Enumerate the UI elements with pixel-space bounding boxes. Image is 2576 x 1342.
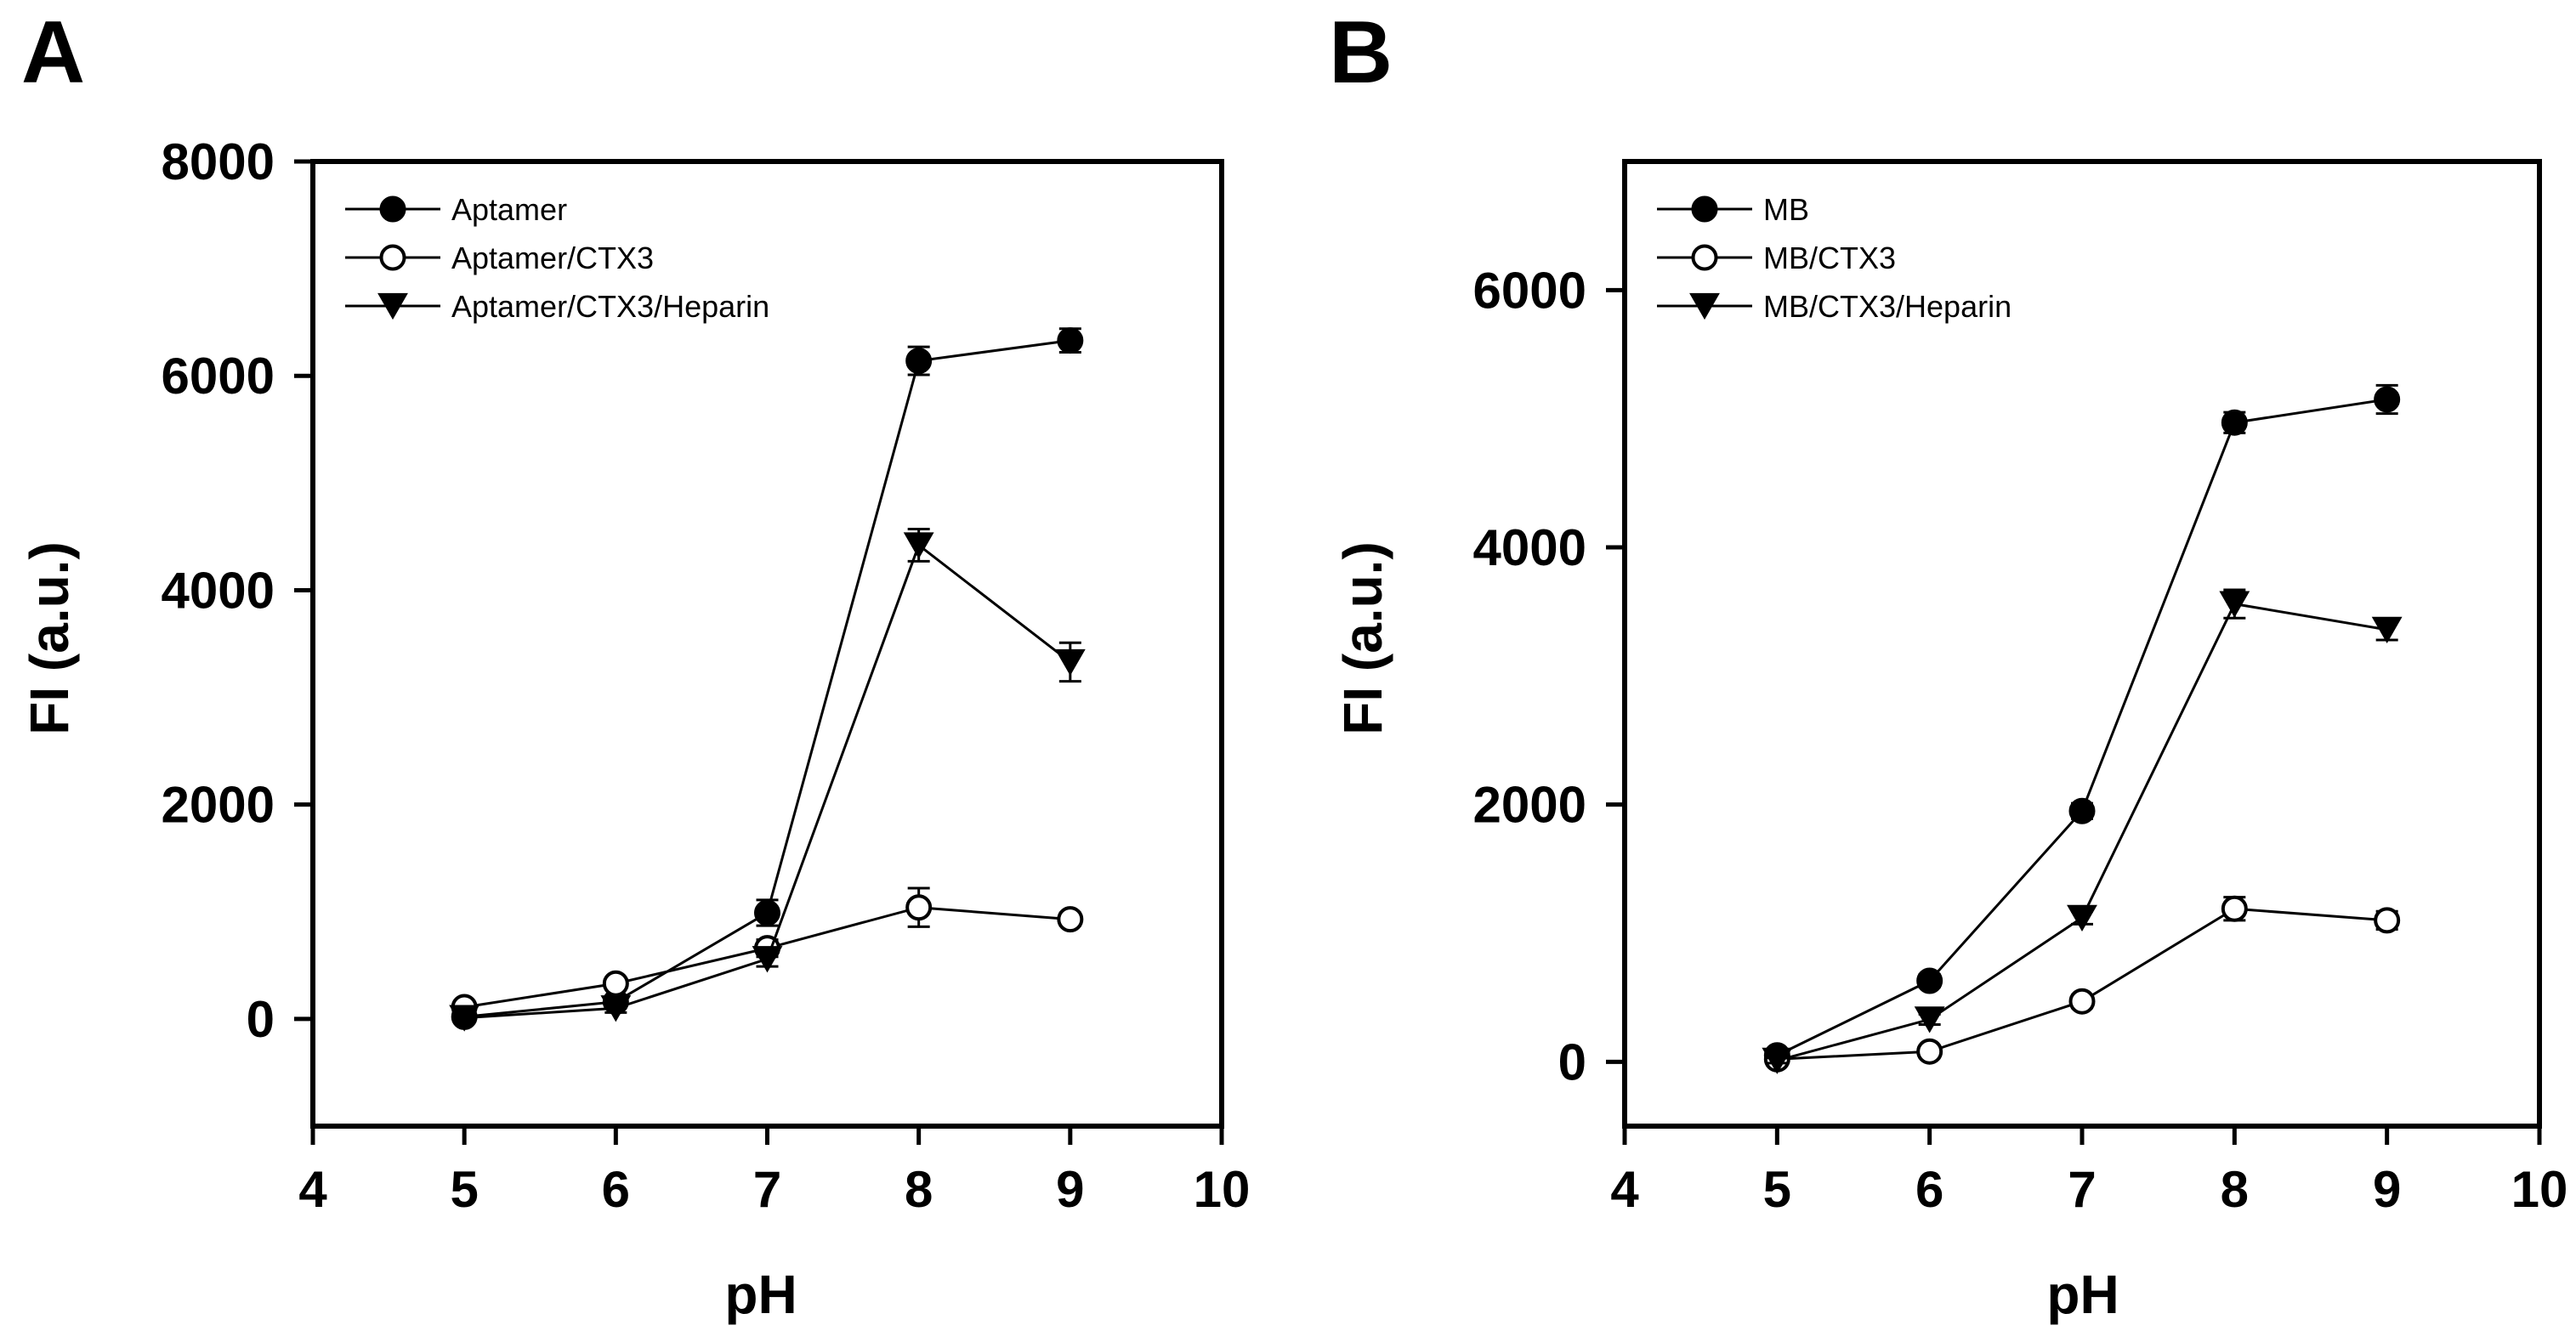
panel-b-x-tick-label: 7: [2068, 1161, 2096, 1218]
panel-b-y-tick-label: 2000: [1473, 777, 1586, 834]
panel-a-plot: 4 5 6 7 8 9 10 0 2000 4000 6000 8000 Aptamer Aptamer/…: [162, 133, 1251, 1218]
panel-a-x-tick-label: 9: [1056, 1161, 1084, 1218]
panel-a-x-tick-label: 10: [1194, 1161, 1251, 1218]
panel-b-data-point: [2371, 616, 2403, 643]
panel-b-legend-marker: [1691, 195, 1718, 223]
panel-a-x-axis-title: pH: [724, 1264, 797, 1325]
panel-b-series-1-line: [1776, 398, 2387, 1057]
panel-b-x-axis-title: pH: [2046, 1264, 2119, 1325]
panel-b-legend-label: MB/CTX3/Heparin: [1763, 289, 2011, 324]
panel-a-data-point: [903, 532, 934, 559]
panel-a-data-point: [602, 970, 629, 997]
panel-b-plot-frame: [1622, 159, 2542, 1129]
panel-b-x-tick-label: 5: [1763, 1161, 1791, 1218]
panel-b-legend-marker: [1691, 244, 1718, 271]
panel-a-legend-label: Aptamer: [451, 192, 567, 227]
panel-b-data-point: [2219, 591, 2250, 618]
panel-a-data-point: [905, 894, 933, 921]
panel-a-y-tick-label: 0: [247, 991, 275, 1048]
panel-a-data-point: [754, 899, 780, 926]
panel-a-x-tick-label: 8: [905, 1161, 933, 1218]
panel-a: A pH FI (a.u.): [19, 3, 797, 1325]
panel-a-x-tick-label: 6: [602, 1161, 630, 1218]
panel-b-data-point: [1914, 1006, 1945, 1033]
panel-b-series-3: [1762, 588, 2403, 1074]
panel-b-x-tick-label: 8: [2221, 1161, 2249, 1218]
panel-b-data-point: [2068, 797, 2096, 824]
panel-b-legend: MB MB/CTX3 MB/CTX3/Heparin: [1657, 192, 2011, 324]
panel-b-y-tick-label: 4000: [1473, 519, 1586, 576]
panel-b-x-tick-label: 4: [1610, 1161, 1639, 1218]
panel-a-data-point: [1057, 327, 1084, 354]
panel-b-data-point: [1916, 967, 1943, 994]
panel-b-data-point: [2067, 904, 2097, 931]
panel-b-x-tick-label: 9: [2373, 1161, 2401, 1218]
panel-b-data-point: [2221, 895, 2248, 922]
panel-a-y-tick-label: 8000: [162, 133, 275, 190]
panel-b-data-point: [2374, 386, 2401, 413]
panel-a-data-point: [905, 348, 933, 375]
panel-b-legend-marker: [1689, 292, 1720, 320]
panel-b-y-tick-label: 0: [1558, 1033, 1586, 1090]
panel-b-legend-label: MB/CTX3: [1763, 241, 1896, 275]
panel-a-legend-label: Aptamer/CTX3/Heparin: [451, 289, 769, 324]
panel-a-x-tick-label: 5: [450, 1161, 478, 1218]
panel-a-legend-marker: [377, 292, 408, 320]
panel-a-y-tick-label: 4000: [162, 562, 275, 619]
panel-b-data-point: [2374, 907, 2401, 934]
panel-b: B pH FI (a.u.): [1329, 3, 2119, 1325]
panel-b-x-tick-label: 6: [1915, 1161, 1943, 1218]
panel-b-x-tick-label: 10: [2511, 1161, 2568, 1218]
panel-b-data-point: [1762, 1047, 1793, 1074]
panel-a-x-tick-label: 4: [298, 1161, 327, 1218]
panel-a-data-point: [1057, 906, 1084, 933]
panel-a-data-point: [449, 1005, 480, 1032]
panel-b-data-point: [2068, 988, 2096, 1015]
panel-b-plot: 4 5 6 7 8 9 10 0 2000 4000 6000 MB MB/CTX3 MB/CTX3/He…: [1473, 159, 2568, 1218]
panel-a-letter: A: [21, 3, 85, 102]
panel-b-series-1: [1763, 383, 2401, 1069]
panel-b-data-point: [1916, 1038, 1943, 1065]
panel-a-y-tick-label: 2000: [162, 777, 275, 834]
panel-b-letter: B: [1329, 3, 1393, 102]
panel-b-data-point: [2221, 409, 2248, 436]
panel-b-y-axis-title: FI (a.u.): [1332, 541, 1393, 735]
panel-a-series-3: [449, 528, 1086, 1032]
panel-a-legend-marker: [379, 195, 406, 223]
panel-a-legend-label: Aptamer/CTX3: [451, 241, 654, 275]
panel-b-legend-label: MB: [1763, 192, 1809, 227]
panel-b-y-tick-label: 6000: [1473, 262, 1586, 319]
panel-a-y-tick-label: 6000: [162, 348, 275, 405]
panel-a-legend: Aptamer Aptamer/CTX3 Aptamer/CTX3/Heparin: [345, 192, 769, 324]
panel-a-data-point: [600, 995, 632, 1022]
panel-a-data-point: [1054, 648, 1086, 677]
panel-a-data-point: [752, 946, 783, 973]
panel-a-legend-marker: [379, 244, 406, 271]
panel-a-series-1: [451, 327, 1084, 1030]
panel-a-x-tick-label: 7: [753, 1161, 781, 1218]
panel-a-y-axis-title: FI (a.u.): [19, 541, 80, 735]
